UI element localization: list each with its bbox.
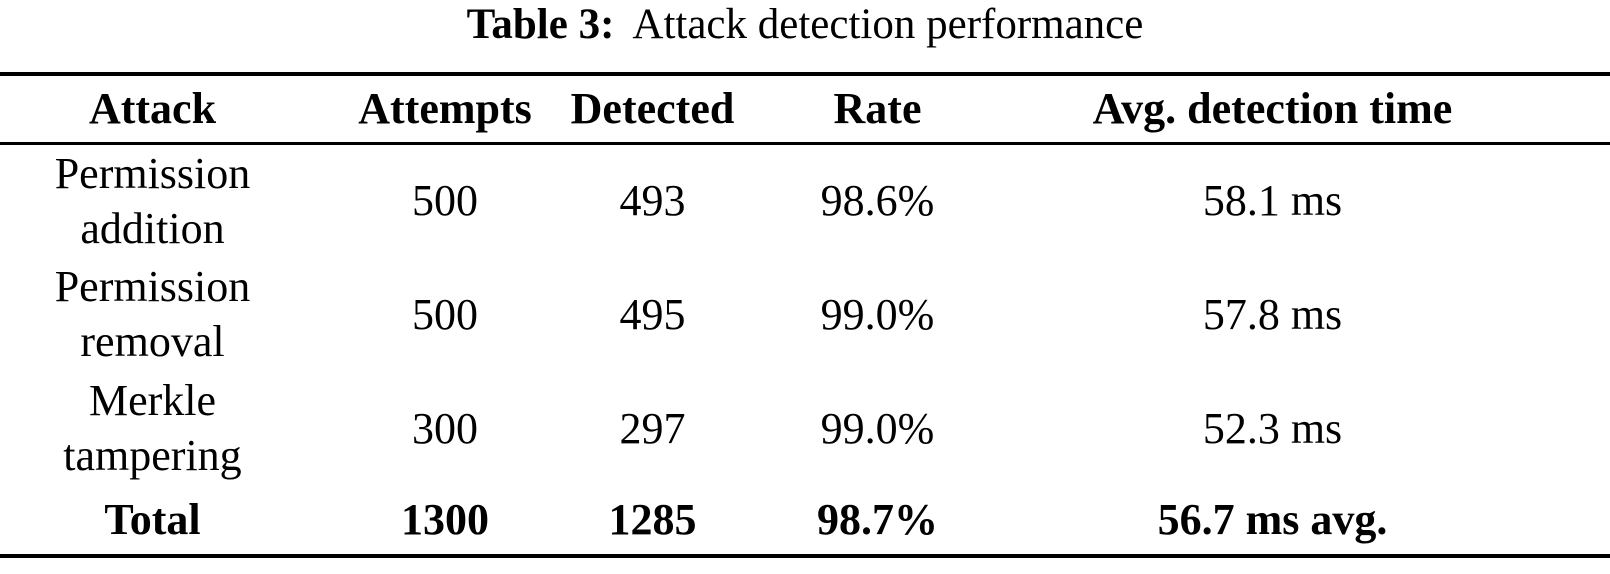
cell-total-rate: 98.7% [817,495,938,544]
header-row: Attack Attempts Detected Rate Avg. detec… [0,74,1610,145]
attack-name-line1: Permission [54,262,251,311]
attack-name-line1: Permission [54,148,251,198]
table-row-merkle-tampering: Merkle tampering 300 297 99.0% 52.3 ms [0,371,1610,485]
attack-name-line2: addition [80,203,225,253]
cell-avg-time: 52.3 ms [1202,403,1343,453]
table-row-permission-addition: Permission addition 500 493 98.6% 58.1 m… [0,143,1610,257]
table-row-permission-removal: Permission removal 500 495 99.0% 57.8 ms [0,257,1610,371]
cell-attempts: 300 [412,403,478,453]
col-header-attack: Attack [0,74,330,145]
cell-attack-name: Permission addition [0,143,330,257]
table-row-total: Total 1300 1285 98.7% 56.7 ms avg. [0,485,1610,556]
attack-name-line1: Merkle [88,376,217,425]
cell-detected: 493 [619,176,686,226]
cell-rate: 99.0% [820,289,935,339]
attack-name-line2: tampering [63,431,242,480]
cell-attempts: 500 [412,176,478,226]
cell-attack-name: Merkle tampering [0,371,330,485]
cell-rate: 98.6% [820,176,935,226]
col-header-detected: Detected [560,74,745,145]
cell-avg-time: 57.8 ms [1202,289,1343,339]
attack-name-line2: removal [80,317,225,366]
cell-detected: 297 [619,403,686,453]
cell-rate: 99.0% [820,403,935,453]
cell-attempts: 500 [412,289,478,339]
col-header-attempts: Attempts [330,74,560,145]
col-header-avg-detection-time: Avg. detection time [1010,74,1610,145]
table-caption-label: Table 3: [466,1,615,48]
table-caption-text: Attack detection performance [632,1,1144,48]
cell-detected: 495 [619,289,686,339]
cell-attack-name: Permission removal [0,257,330,371]
cell-total-avg-time: 56.7 ms avg. [1157,495,1388,544]
table-caption: Table 3: Attack detection performance [0,0,1610,72]
cell-total-attempts: 1300 [401,495,489,544]
cell-total-label: Total [104,495,201,544]
cell-avg-time: 58.1 ms [1202,176,1343,226]
col-header-rate: Rate [745,74,1010,145]
attack-detection-table: Attack Attempts Detected Rate Avg. detec… [0,72,1610,558]
cell-total-detected: 1285 [608,495,697,544]
